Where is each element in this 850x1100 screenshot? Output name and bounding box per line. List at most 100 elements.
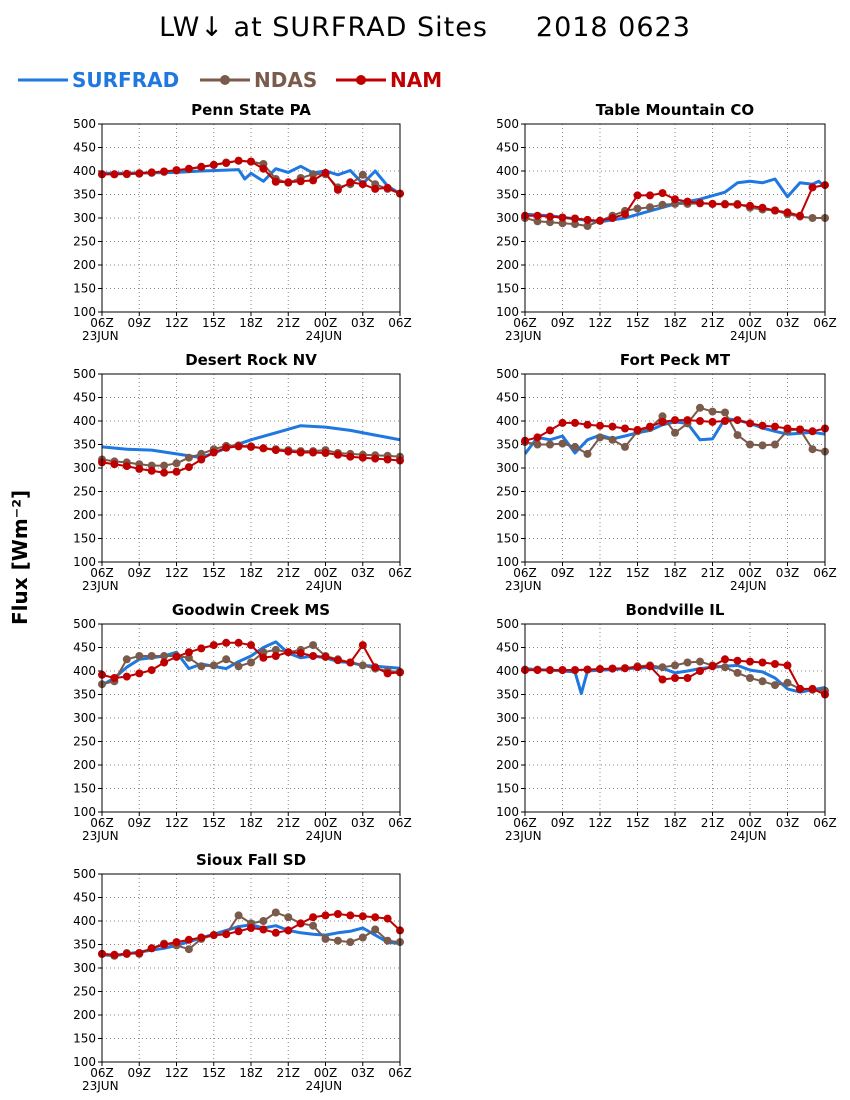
- x-tick-label: 06Z: [513, 316, 537, 330]
- y-tick-label: 400: [73, 914, 96, 928]
- x-tick-label: 00Z: [738, 816, 762, 830]
- x-tick-label: 00Z: [738, 316, 762, 330]
- y-tick-label: 300: [73, 711, 96, 725]
- y-tick-label: 250: [73, 485, 96, 499]
- panel-goodwin-creek-ms-title: Goodwin Creek MS: [172, 601, 330, 619]
- panel-bondville-il-point-nam: [683, 674, 692, 682]
- legend-marker-nam: [356, 75, 366, 85]
- panel-fort-peck-mt-point-ndas: [658, 412, 667, 421]
- panel-table-mountain-co-point-nam: [721, 200, 729, 209]
- panel-fort-peck-mt-point-nam: [733, 416, 742, 425]
- y-tick-label: 500: [496, 367, 519, 381]
- y-tick-label: 200: [496, 508, 519, 522]
- legend-label-nam: NAM: [390, 68, 443, 92]
- panel-goodwin-creek-ms-point-nam: [110, 674, 119, 682]
- x-tick-label: 09Z: [128, 1066, 152, 1080]
- panel-penn-state-pa-point-nam: [135, 169, 144, 178]
- panel-fort-peck-mt-point-nam: [658, 417, 667, 426]
- panel-sioux-fall-sd-point-nam: [135, 949, 144, 957]
- y-tick-label: 150: [496, 282, 519, 296]
- x-tick-label: 15Z: [202, 1066, 226, 1080]
- panel-sioux-fall-sd-point-nam: [147, 944, 156, 953]
- panel-fort-peck-mt-point-ndas: [571, 442, 579, 451]
- legend-label-surfrad: SURFRAD: [72, 68, 180, 92]
- panel-table-mountain-co-point-nam: [546, 212, 554, 221]
- panel-penn-state-pa-frame: [101, 123, 401, 313]
- panel-goodwin-creek-ms-point-ndas: [234, 662, 243, 671]
- x-tick-label: 00Z: [314, 316, 338, 330]
- panel-penn-state-pa: Penn State PA 06Z 09Z 12Z 15Z 18Z 21Z 00Z 03Z 06Z…: [73, 101, 412, 343]
- panel-desert-rock-nv-point-nam: [371, 454, 380, 463]
- y-tick-label: 250: [496, 235, 519, 249]
- panel-goodwin-creek-ms-point-ndas: [197, 662, 206, 671]
- panel-penn-state-pa-point-nam: [197, 162, 206, 171]
- panel-penn-state-pa-point-ndas: [358, 170, 367, 179]
- x-tick-label: 06Z: [513, 566, 537, 580]
- panel-goodwin-creek-ms-point-nam: [321, 652, 330, 661]
- panel-fort-peck-mt-title: Fort Peck MT: [620, 351, 731, 369]
- panel-table-mountain-co-point-ndas: [808, 214, 817, 222]
- x-tick-label: 03Z: [776, 316, 800, 330]
- panel-goodwin-creek-ms-point-nam: [147, 666, 156, 675]
- date-label-next: 24JUN: [306, 1079, 343, 1093]
- panel-desert-rock-nv-frame: [101, 373, 401, 563]
- x-tick-label: 06Z: [90, 816, 114, 830]
- panel-sioux-fall-sd-point-ndas: [383, 936, 392, 945]
- panel-table-mountain-co-point-nam: [758, 203, 767, 212]
- title-date: 2018 0623: [535, 12, 691, 43]
- panel-table-mountain-co-point-nam: [558, 213, 567, 222]
- y-tick-label: 500: [496, 117, 519, 131]
- panel-table-mountain-co-point-nam: [658, 189, 667, 198]
- panel-goodwin-creek-ms-point-nam: [383, 669, 392, 678]
- legend-swatches: [18, 75, 386, 85]
- panel-table-mountain-co-point-nam: [621, 210, 629, 219]
- panel-goodwin-creek-ms-point-nam: [222, 638, 231, 647]
- panel-table-mountain-co-point-nam: [596, 216, 604, 225]
- y-tick-label: 150: [73, 1032, 96, 1046]
- x-tick-label: 15Z: [626, 566, 650, 580]
- panel-fort-peck-mt-point-nam: [796, 425, 804, 434]
- panel-fort-peck-mt-point-nam: [721, 417, 729, 425]
- panel-sioux-fall-sd-point-ndas: [271, 908, 280, 917]
- panel-fort-peck-mt-point-nam: [683, 416, 692, 425]
- legend-label-ndas: NDAS: [254, 68, 318, 92]
- panel-desert-rock-nv-point-nam: [271, 446, 280, 455]
- panel-penn-state-pa-point-nam: [271, 177, 280, 186]
- panel-penn-state-pa-point-nam: [122, 169, 131, 178]
- panel-fort-peck-mt-frame: [524, 373, 826, 563]
- panel-penn-state-pa-title: Penn State PA: [191, 101, 311, 119]
- panel-fort-peck-mt-point-ndas: [746, 440, 754, 449]
- x-tick-label: 12Z: [588, 816, 612, 830]
- date-label-next: 24JUN: [730, 329, 767, 343]
- panel-sioux-fall-sd-frame: [101, 873, 401, 1063]
- panel-sioux-fall-sd-point-ndas: [184, 945, 193, 954]
- panel-goodwin-creek-ms-point-nam: [259, 653, 268, 662]
- panel-desert-rock-nv-point-nam: [296, 448, 305, 457]
- panel-goodwin-creek-ms-point-nam: [135, 669, 144, 678]
- panel-fort-peck-mt-point-ndas: [758, 441, 767, 450]
- x-tick-label: 18Z: [663, 816, 687, 830]
- panel-fort-peck-mt-point-nam: [533, 433, 542, 442]
- panel-goodwin-creek-ms-point-nam: [346, 658, 355, 667]
- panel-table-mountain-co-point-nam: [771, 206, 779, 215]
- date-label-start: 23JUN: [82, 829, 119, 843]
- panel-fort-peck-mt-point-nam: [671, 416, 679, 425]
- panel-goodwin-creek-ms-point-ndas: [147, 652, 156, 660]
- panel-penn-state-pa-point-nam: [160, 167, 169, 176]
- panel-desert-rock-nv-point-ndas: [184, 453, 193, 462]
- panel-bondville-il-point-ndas: [658, 663, 667, 672]
- x-tick-label: 21Z: [701, 816, 725, 830]
- y-tick-label: 100: [73, 305, 96, 319]
- date-label-start: 23JUN: [82, 579, 119, 593]
- y-tick-label: 100: [496, 805, 519, 819]
- x-tick-label: 12Z: [165, 816, 189, 830]
- y-tick-label: 350: [496, 688, 519, 702]
- panel-desert-rock-nv-point-ndas: [197, 449, 206, 458]
- panel-desert-rock-nv-point-nam: [309, 448, 318, 457]
- x-tick-label: 06Z: [90, 316, 114, 330]
- x-tick-label: 18Z: [239, 1066, 263, 1080]
- panel-bondville-il-point-ndas: [771, 681, 779, 690]
- panel-bondville-il-point-nam: [721, 655, 729, 664]
- x-tick-label: 09Z: [128, 816, 152, 830]
